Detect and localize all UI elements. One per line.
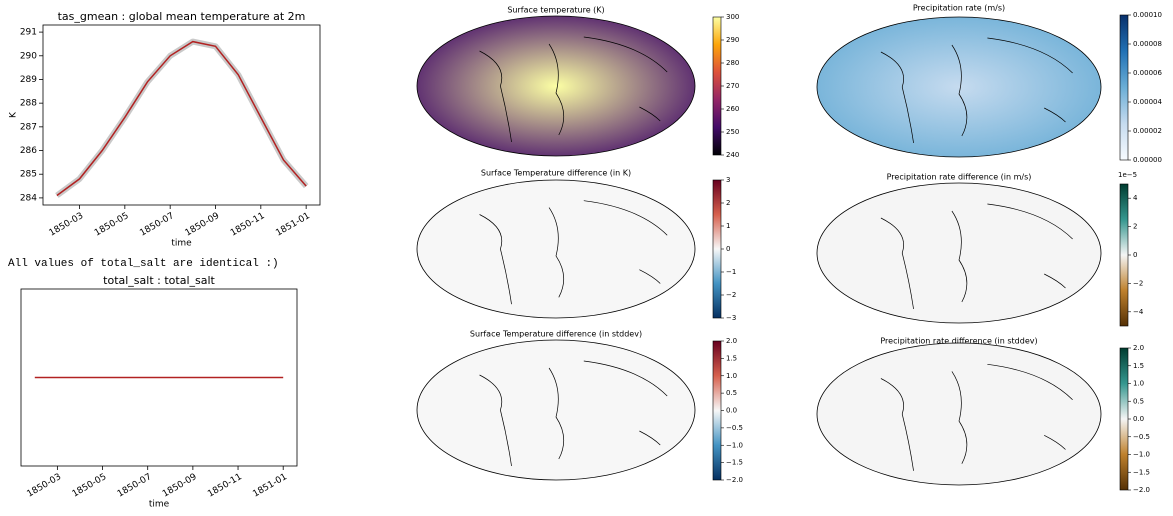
colorbar-tick-label: 2 bbox=[726, 199, 730, 207]
chart-title: tas_gmean : global mean temperature at 2… bbox=[58, 10, 306, 23]
y-tick-label: 284 bbox=[20, 193, 37, 203]
coastline bbox=[880, 203, 1073, 310]
y-tick-label: 291 bbox=[20, 28, 37, 38]
message: All values of total_salt are identical :… bbox=[8, 258, 279, 270]
colorbar-tick-label: 300 bbox=[726, 13, 739, 21]
colorbar-offset: 1e−5 bbox=[1118, 171, 1137, 179]
colorbar-tick-label: 0.00008 bbox=[1133, 40, 1162, 48]
x-axis-label: time bbox=[149, 500, 170, 510]
data-line bbox=[56, 40, 307, 197]
colorbar-tick-label: −1.0 bbox=[1133, 451, 1150, 459]
x-tick-label: 1850-11 bbox=[206, 472, 244, 499]
colorbar-tick-label: 0.00006 bbox=[1133, 69, 1162, 77]
colorbar-tick-label: 0.00000 bbox=[1133, 156, 1162, 164]
colorbar-tick-label: 2.0 bbox=[726, 337, 737, 345]
coastline bbox=[880, 37, 1073, 144]
y-tick-label: 285 bbox=[20, 170, 37, 180]
x-tick-label: 1850-03 bbox=[26, 472, 64, 499]
colorbar-tick-label: 0.00004 bbox=[1133, 98, 1162, 106]
map-title: Surface Temperature difference (in stdde… bbox=[470, 330, 642, 339]
colorbar-tick-label: −1 bbox=[726, 268, 736, 276]
plot-frame bbox=[20, 288, 298, 467]
x-tick-label: 1850-09 bbox=[184, 211, 222, 239]
colorbar-tick-label: 280 bbox=[726, 59, 739, 67]
coastline bbox=[880, 363, 1073, 471]
colorbar-tick-label: −2 bbox=[1133, 279, 1143, 287]
map-title: Surface temperature (K) bbox=[507, 6, 604, 15]
spread-band bbox=[55, 38, 309, 198]
colorbar-tick-label: 1.5 bbox=[726, 354, 737, 362]
x-axis-label: time bbox=[171, 239, 192, 249]
colorbar-tick-label: 240 bbox=[726, 151, 739, 159]
y-tick-label: 289 bbox=[20, 75, 37, 85]
map-globe bbox=[416, 179, 696, 319]
map-title: Precipitation rate difference (in stddev… bbox=[880, 337, 1037, 346]
map-title: Surface Temperature difference (in K) bbox=[481, 169, 631, 178]
colorbar-tick-label: −3 bbox=[726, 314, 736, 322]
colorbar-tick-label: −2 bbox=[726, 291, 736, 299]
y-tick-label: 288 bbox=[20, 99, 37, 109]
colorbar bbox=[712, 16, 722, 156]
colorbar-tick-label: 270 bbox=[726, 82, 739, 90]
map-globe bbox=[816, 16, 1102, 158]
x-tick-label: 1850-05 bbox=[71, 472, 109, 499]
colorbar-tick-label: 0.0 bbox=[1133, 415, 1144, 423]
colorbar-tick-label: −1.5 bbox=[726, 459, 743, 467]
x-tick-label: 1850-11 bbox=[229, 211, 267, 238]
x-tick-label: 1851-01 bbox=[274, 211, 312, 238]
colorbar-tick-label: 2 bbox=[1133, 223, 1137, 231]
colorbar-tick-label: −1.0 bbox=[726, 441, 743, 449]
colorbar-tick-label: 1.0 bbox=[726, 372, 737, 380]
colorbar bbox=[1119, 183, 1129, 327]
colorbar-tick-label: 0.5 bbox=[726, 389, 737, 397]
colorbar-tick-label: −0.5 bbox=[726, 424, 743, 432]
colorbar-tick-label: 0 bbox=[1133, 251, 1137, 259]
plot-frame bbox=[42, 24, 321, 206]
colorbar-tick-label: 0.0 bbox=[726, 407, 737, 415]
colorbar-tick-label: 260 bbox=[726, 105, 739, 113]
colorbar-tick-label: 0 bbox=[726, 245, 730, 253]
colorbar-tick-label: 2.0 bbox=[1133, 344, 1144, 352]
x-tick-label: 1851-01 bbox=[251, 472, 289, 499]
map-globe bbox=[416, 339, 696, 481]
colorbar-tick-label: −2.0 bbox=[726, 476, 743, 484]
colorbar bbox=[1119, 14, 1129, 161]
x-tick-label: 1850-09 bbox=[161, 472, 199, 500]
colorbar-tick-label: 250 bbox=[726, 128, 739, 136]
colorbar-tick-label: 0.00002 bbox=[1133, 127, 1162, 135]
map-title: Precipitation rate (m/s) bbox=[913, 4, 1005, 13]
coastline bbox=[479, 360, 668, 467]
colorbar-tick-label: 0.5 bbox=[1133, 397, 1144, 405]
map-globe bbox=[416, 15, 696, 157]
coastline bbox=[479, 200, 668, 305]
map-title: Precipitation rate difference (in m/s) bbox=[887, 173, 1032, 182]
colorbar-tick-label: 1.5 bbox=[1133, 362, 1144, 370]
x-tick-label: 1850-05 bbox=[93, 211, 131, 238]
y-tick-label: 287 bbox=[20, 122, 37, 132]
colorbar-tick-label: 290 bbox=[726, 36, 739, 44]
y-tick-label: 290 bbox=[20, 51, 37, 61]
colorbar bbox=[712, 179, 722, 319]
chart-title: total_salt : total_salt bbox=[103, 274, 215, 287]
map-globe bbox=[816, 342, 1102, 486]
y-tick-label: 286 bbox=[20, 146, 37, 156]
coastline bbox=[479, 36, 668, 143]
colorbar bbox=[712, 340, 722, 481]
y-axis-label: K bbox=[9, 111, 19, 118]
colorbar-tick-label: 0.00010 bbox=[1133, 11, 1162, 19]
colorbar-tick-label: −2.0 bbox=[1133, 486, 1150, 494]
x-tick-label: 1850-07 bbox=[138, 211, 176, 238]
x-tick-label: 1850-03 bbox=[48, 211, 86, 238]
colorbar-tick-label: 4 bbox=[1133, 194, 1138, 202]
map-globe bbox=[816, 182, 1102, 324]
x-tick-label: 1850-07 bbox=[116, 472, 154, 499]
colorbar-tick-label: 1.0 bbox=[1133, 380, 1144, 388]
colorbar-tick-label: −4 bbox=[1133, 308, 1144, 316]
colorbar-tick-label: 1 bbox=[726, 222, 730, 230]
colorbar-tick-label: 3 bbox=[726, 176, 730, 184]
colorbar-tick-label: −0.5 bbox=[1133, 433, 1150, 441]
colorbar bbox=[1119, 347, 1129, 491]
colorbar-tick-label: −1.5 bbox=[1133, 468, 1150, 476]
